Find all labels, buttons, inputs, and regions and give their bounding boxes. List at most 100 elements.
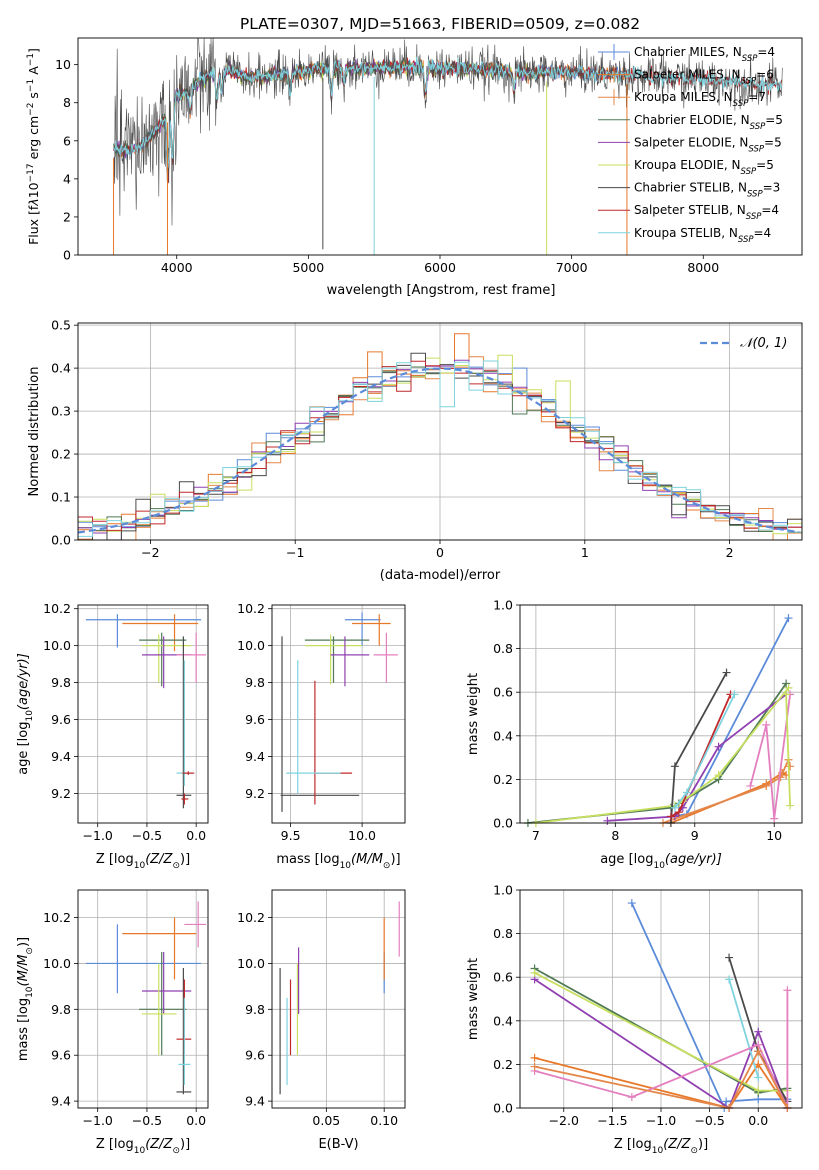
x-tick-label: 0.10 [370, 1113, 398, 1128]
y-tick-label: 0.0 [493, 1101, 513, 1116]
weight-line [728, 979, 760, 1078]
x-tick-label: 8 [611, 828, 619, 843]
weight-marker [782, 690, 791, 699]
x-tick-label: 6000 [424, 260, 456, 275]
y-tick-label: 0.3 [51, 404, 71, 419]
x-tick-label: 1 [581, 545, 589, 560]
mass-vs-Z-panel: −1.0 −0.5 0.0 9.4 9.6 9.8 10.0 10.2 Z [log10(Z/Z… [16, 889, 209, 1156]
x-tick-label: −1.0 [83, 1113, 113, 1128]
x-tick-label: 5000 [292, 260, 324, 275]
y-tick-label: 0.1 [51, 490, 71, 505]
weight-marker [530, 968, 539, 977]
weight-line [535, 687, 790, 823]
x-axis-label: E(B-V) [318, 1137, 358, 1152]
y-tick-label: 9.6 [245, 712, 265, 727]
y-tick-label: 10.2 [43, 910, 71, 925]
x-tick-label: 0.05 [312, 1113, 340, 1128]
weight-marker [674, 808, 683, 817]
y-tick-label: 6 [63, 133, 71, 148]
y-tick-label: 9.2 [51, 786, 71, 801]
y-tick-label: 1.0 [493, 598, 513, 613]
axes-frame [519, 604, 803, 824]
x-axis-label: Z [log10(Z/Z⊙)] [96, 852, 190, 871]
y-axis-label: age [log10(age/yr)] [16, 653, 35, 775]
x-tick-label: 10 [766, 828, 782, 843]
weight-marker [762, 781, 771, 790]
y-tick-label: 10.2 [237, 910, 265, 925]
x-tick-label: 8000 [687, 260, 719, 275]
x-tick-label: 0.0 [186, 828, 206, 843]
y-tick-label: 9.8 [245, 675, 265, 690]
massweight-vs-age-panel: 7 8 9 10 0.0 0.2 0.4 0.6 0.8 1.0 age [log10(age/yr… [466, 598, 803, 871]
weight-marker [786, 801, 795, 810]
y-axis-label: mass weight [466, 673, 481, 755]
x-axis-label: mass [log10(M/M⊙)] [276, 852, 400, 871]
x-tick-label: −0.5 [694, 1113, 724, 1128]
y-tick-label: 0.2 [493, 1057, 513, 1072]
axes-frame [271, 889, 406, 1109]
weight-marker [725, 975, 734, 984]
x-tick-label: 9 [691, 828, 699, 843]
weight-marker [627, 1093, 636, 1102]
y-axis-label: mass [log10(M/M⊙)] [16, 937, 35, 1061]
weight-line [527, 682, 787, 823]
weight-marker [670, 803, 679, 812]
y-tick-label: 1.0 [493, 883, 513, 898]
residuals-panel: −2 −1 0 1 2 0.0 0.1 0.2 0.3 0.4 0.5 𝒩(0, 1) (data-mo… [27, 318, 803, 583]
axes-frame [77, 37, 803, 256]
legend-label: Salpeter MILES, NSSP=6 [634, 68, 774, 87]
spectrum-panel: 4000 5000 6000 7000 8000 0 2 4 6 8 10 wavelength [A… [26, 37, 803, 298]
x-axis-label: Z [log10(Z/Z⊙)] [96, 1137, 190, 1156]
axes-frame [77, 889, 209, 1109]
y-tick-label: 9.4 [245, 749, 265, 764]
weight-marker [754, 1086, 763, 1095]
x-tick-label: 4000 [161, 260, 193, 275]
x-tick-label: −0.5 [132, 1113, 162, 1128]
weight-marker [670, 762, 679, 771]
x-tick-label: 10.0 [348, 828, 376, 843]
legend: Chabrier MILES, NSSP=4 Salpeter MILES, NS… [598, 44, 783, 245]
x-axis-label: wavelength [Angstrom, rest frame] [327, 283, 556, 298]
y-tick-label: 10.0 [43, 638, 71, 653]
y-tick-label: 0.2 [51, 447, 71, 462]
weight-marker [714, 742, 723, 751]
weight-line [670, 694, 732, 818]
weight-marker [754, 1047, 763, 1056]
y-tick-label: 0.8 [493, 641, 513, 656]
weight-marker [730, 690, 739, 699]
weight-marker [754, 1073, 763, 1082]
y-tick-label: 9.6 [51, 1048, 71, 1063]
weight-marker [786, 762, 795, 771]
y-tick-label: 0 [63, 248, 71, 263]
weight-marker [603, 816, 612, 825]
y-tick-label: 0.0 [493, 816, 513, 831]
axes-frame [271, 604, 406, 824]
x-tick-label: −2.0 [549, 1113, 579, 1128]
y-tick-label: 9.2 [245, 786, 265, 801]
x-tick-label: 7 [532, 828, 540, 843]
weight-marker [784, 614, 793, 623]
x-tick-label: −1 [286, 545, 304, 560]
y-tick-label: 0.6 [493, 970, 513, 985]
x-tick-label: −1.0 [646, 1113, 676, 1128]
weight-marker [530, 1062, 539, 1071]
y-tick-label: 9.4 [51, 1094, 71, 1109]
normal-curve [78, 367, 800, 534]
mass-vs-ebv-panel: 0.05 0.10 9.4 9.6 9.8 10.0 10.2 E(B-V) [237, 889, 406, 1152]
axes-frame [77, 322, 803, 541]
weight-marker [627, 899, 636, 908]
legend-label: Salpeter STELIB, NSSP=4 [634, 203, 779, 222]
spectrum-model-chabrier-stelib [113, 38, 783, 226]
massweight-vs-Z-panel: −2.0 −1.5 −1.0 −0.5 0.0 0.0 0.2 0.4 0.6 0.8 1.0 Z [… [466, 883, 803, 1156]
legend-label: Kroupa STELIB, NSSP=4 [634, 226, 771, 245]
y-tick-label: 9.8 [51, 675, 71, 690]
legend-label: Kroupa MILES, NSSP=7 [634, 90, 766, 109]
y-tick-label: 10.2 [43, 601, 71, 616]
y-tick-label: 0.4 [51, 361, 71, 376]
weight-marker [530, 1053, 539, 1062]
y-tick-label: 9.6 [245, 1048, 265, 1063]
y-tick-label: 4 [63, 171, 71, 186]
x-tick-label: 0 [436, 545, 444, 560]
legend-label: Chabrier STELIB, NSSP=3 [634, 181, 780, 200]
